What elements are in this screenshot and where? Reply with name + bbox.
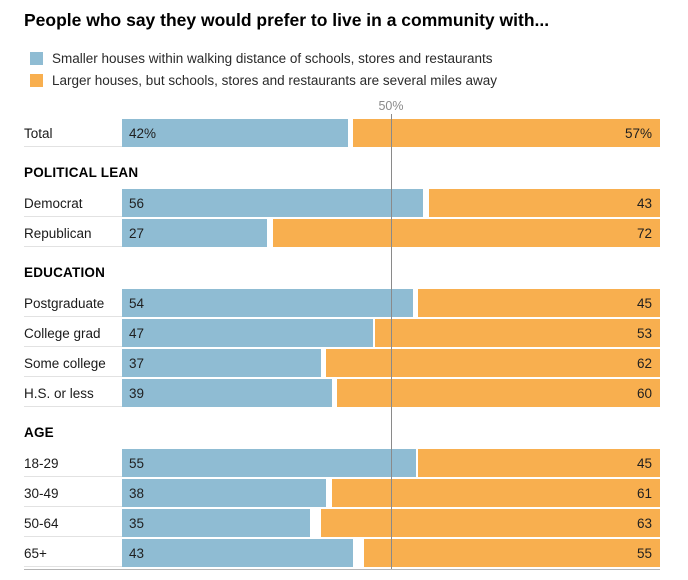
bar-track: 27 72 xyxy=(122,219,660,247)
bar-track: 37 62 xyxy=(122,349,660,377)
bar-larger-houses: 43 xyxy=(428,189,660,217)
chart-group: POLITICAL LEAN Democrat 56 43 Republican 27 72 xyxy=(24,165,660,247)
bar-track: 54 45 xyxy=(122,289,660,317)
row-label: Postgraduate xyxy=(24,289,122,317)
bar-larger-houses: 62 xyxy=(326,349,660,377)
bar-smaller-houses: 55 xyxy=(122,449,418,477)
bar-larger-houses: 61 xyxy=(331,479,660,507)
row-label: 50-64 xyxy=(24,509,122,537)
bar-value-larger: 57% xyxy=(624,125,652,141)
bar-larger-houses: 45 xyxy=(417,449,660,477)
row-label: H.S. or less xyxy=(24,379,122,407)
bar-larger-houses: 72 xyxy=(272,219,660,247)
row-label: Some college xyxy=(24,349,122,377)
bar-smaller-houses: 35 xyxy=(122,509,311,537)
chart-row: Some college 37 62 xyxy=(24,349,660,377)
bar-track: 56 43 xyxy=(122,189,660,217)
row-label: College grad xyxy=(24,319,122,347)
chart-row: 50-64 35 63 xyxy=(24,509,660,537)
bar-value-larger: 62 xyxy=(636,355,652,371)
bar-value-smaller: 38 xyxy=(129,485,145,501)
section-header: POLITICAL LEAN xyxy=(24,165,139,180)
chart-row: 18-29 55 45 xyxy=(24,449,660,477)
chart-rows: Total 42% 57% POLITICAL LEAN Democrat 56 43 Rep… xyxy=(24,99,660,567)
bar-value-larger: 61 xyxy=(636,485,652,501)
bar-value-smaller: 47 xyxy=(129,325,145,341)
legend: Smaller houses within walking distance o… xyxy=(24,47,660,91)
legend-swatch-larger xyxy=(30,73,43,87)
bar-smaller-houses: 38 xyxy=(122,479,327,507)
chart-group: AGE 18-29 55 45 30-49 38 61 50-64 35 63 65+ 43 55 xyxy=(24,425,660,567)
bar-value-larger: 55 xyxy=(636,545,652,561)
chart-row: 30-49 38 61 xyxy=(24,479,660,507)
row-label: 30-49 xyxy=(24,479,122,507)
bar-track: 38 61 xyxy=(122,479,660,507)
chart-title: People who say they would prefer to live… xyxy=(24,10,550,30)
legend-label-larger: Larger houses, but schools, stores and r… xyxy=(52,72,497,88)
bar-value-smaller: 56 xyxy=(129,195,145,211)
bar-larger-houses: 45 xyxy=(417,289,660,317)
row-label: Republican xyxy=(24,219,122,247)
bar-larger-houses: 60 xyxy=(337,379,660,407)
bar-smaller-houses: 27 xyxy=(122,219,268,247)
chart-group: EDUCATION Postgraduate 54 45 College grad 47 5… xyxy=(24,265,660,407)
chart-area: 50% Total 42% 57% POLITICAL LEAN Democrat 56 4… xyxy=(24,99,660,570)
legend-label-smaller: Smaller houses within walking distance o… xyxy=(52,50,493,66)
bar-value-larger: 45 xyxy=(636,295,652,311)
chart-row: 65+ 43 55 xyxy=(24,539,660,567)
row-label: 18-29 xyxy=(24,449,122,477)
bar-value-smaller: 55 xyxy=(129,455,145,471)
bar-value-larger: 53 xyxy=(636,325,652,341)
row-label: 65+ xyxy=(24,539,122,567)
bar-value-smaller: 39 xyxy=(129,385,145,401)
bar-smaller-houses: 39 xyxy=(122,379,332,407)
bar-smaller-houses: 42% xyxy=(122,119,348,147)
bar-track: 43 55 xyxy=(122,539,660,567)
bar-larger-houses: 63 xyxy=(321,509,660,537)
bar-smaller-houses: 43 xyxy=(122,539,354,567)
legend-swatch-smaller xyxy=(30,51,43,65)
chart-row: Democrat 56 43 xyxy=(24,189,660,217)
legend-item-larger: Larger houses, but schools, stores and r… xyxy=(30,69,660,91)
bar-larger-houses: 53 xyxy=(374,319,660,347)
bar-larger-houses: 55 xyxy=(364,539,660,567)
section-header: EDUCATION xyxy=(24,265,106,280)
row-label: Total xyxy=(24,119,122,147)
bar-smaller-houses: 37 xyxy=(122,349,322,377)
bar-value-larger: 43 xyxy=(636,195,652,211)
row-label: Democrat xyxy=(24,189,122,217)
bar-value-larger: 60 xyxy=(636,385,652,401)
bar-value-larger: 63 xyxy=(636,515,652,531)
legend-item-smaller: Smaller houses within walking distance o… xyxy=(30,47,660,69)
bar-value-larger: 45 xyxy=(636,455,652,471)
bar-value-smaller: 37 xyxy=(129,355,145,371)
gridline-50pct xyxy=(391,114,392,569)
bar-value-smaller: 54 xyxy=(129,295,145,311)
chart-group: Total 42% 57% xyxy=(24,119,660,147)
section-header: AGE xyxy=(24,425,54,440)
bar-smaller-houses: 47 xyxy=(122,319,375,347)
gridline-label: 50% xyxy=(378,99,404,113)
bar-value-smaller: 27 xyxy=(129,225,145,241)
bar-track: 42% 57% xyxy=(122,119,660,147)
bar-smaller-houses: 54 xyxy=(122,289,413,317)
chart-row: H.S. or less 39 60 xyxy=(24,379,660,407)
bar-track: 55 45 xyxy=(122,449,660,477)
bar-track: 35 63 xyxy=(122,509,660,537)
bar-value-smaller: 35 xyxy=(129,515,145,531)
bar-value-smaller: 42% xyxy=(129,125,157,141)
chart-row: Republican 27 72 xyxy=(24,219,660,247)
chart-row: Postgraduate 54 45 xyxy=(24,289,660,317)
chart-row: Total 42% 57% xyxy=(24,119,660,147)
bar-larger-houses: 57% xyxy=(353,119,660,147)
chart-row: College grad 47 53 xyxy=(24,319,660,347)
bar-value-smaller: 43 xyxy=(129,545,145,561)
bar-track: 47 53 xyxy=(122,319,660,347)
bar-value-larger: 72 xyxy=(636,225,652,241)
bar-smaller-houses: 56 xyxy=(122,189,424,217)
